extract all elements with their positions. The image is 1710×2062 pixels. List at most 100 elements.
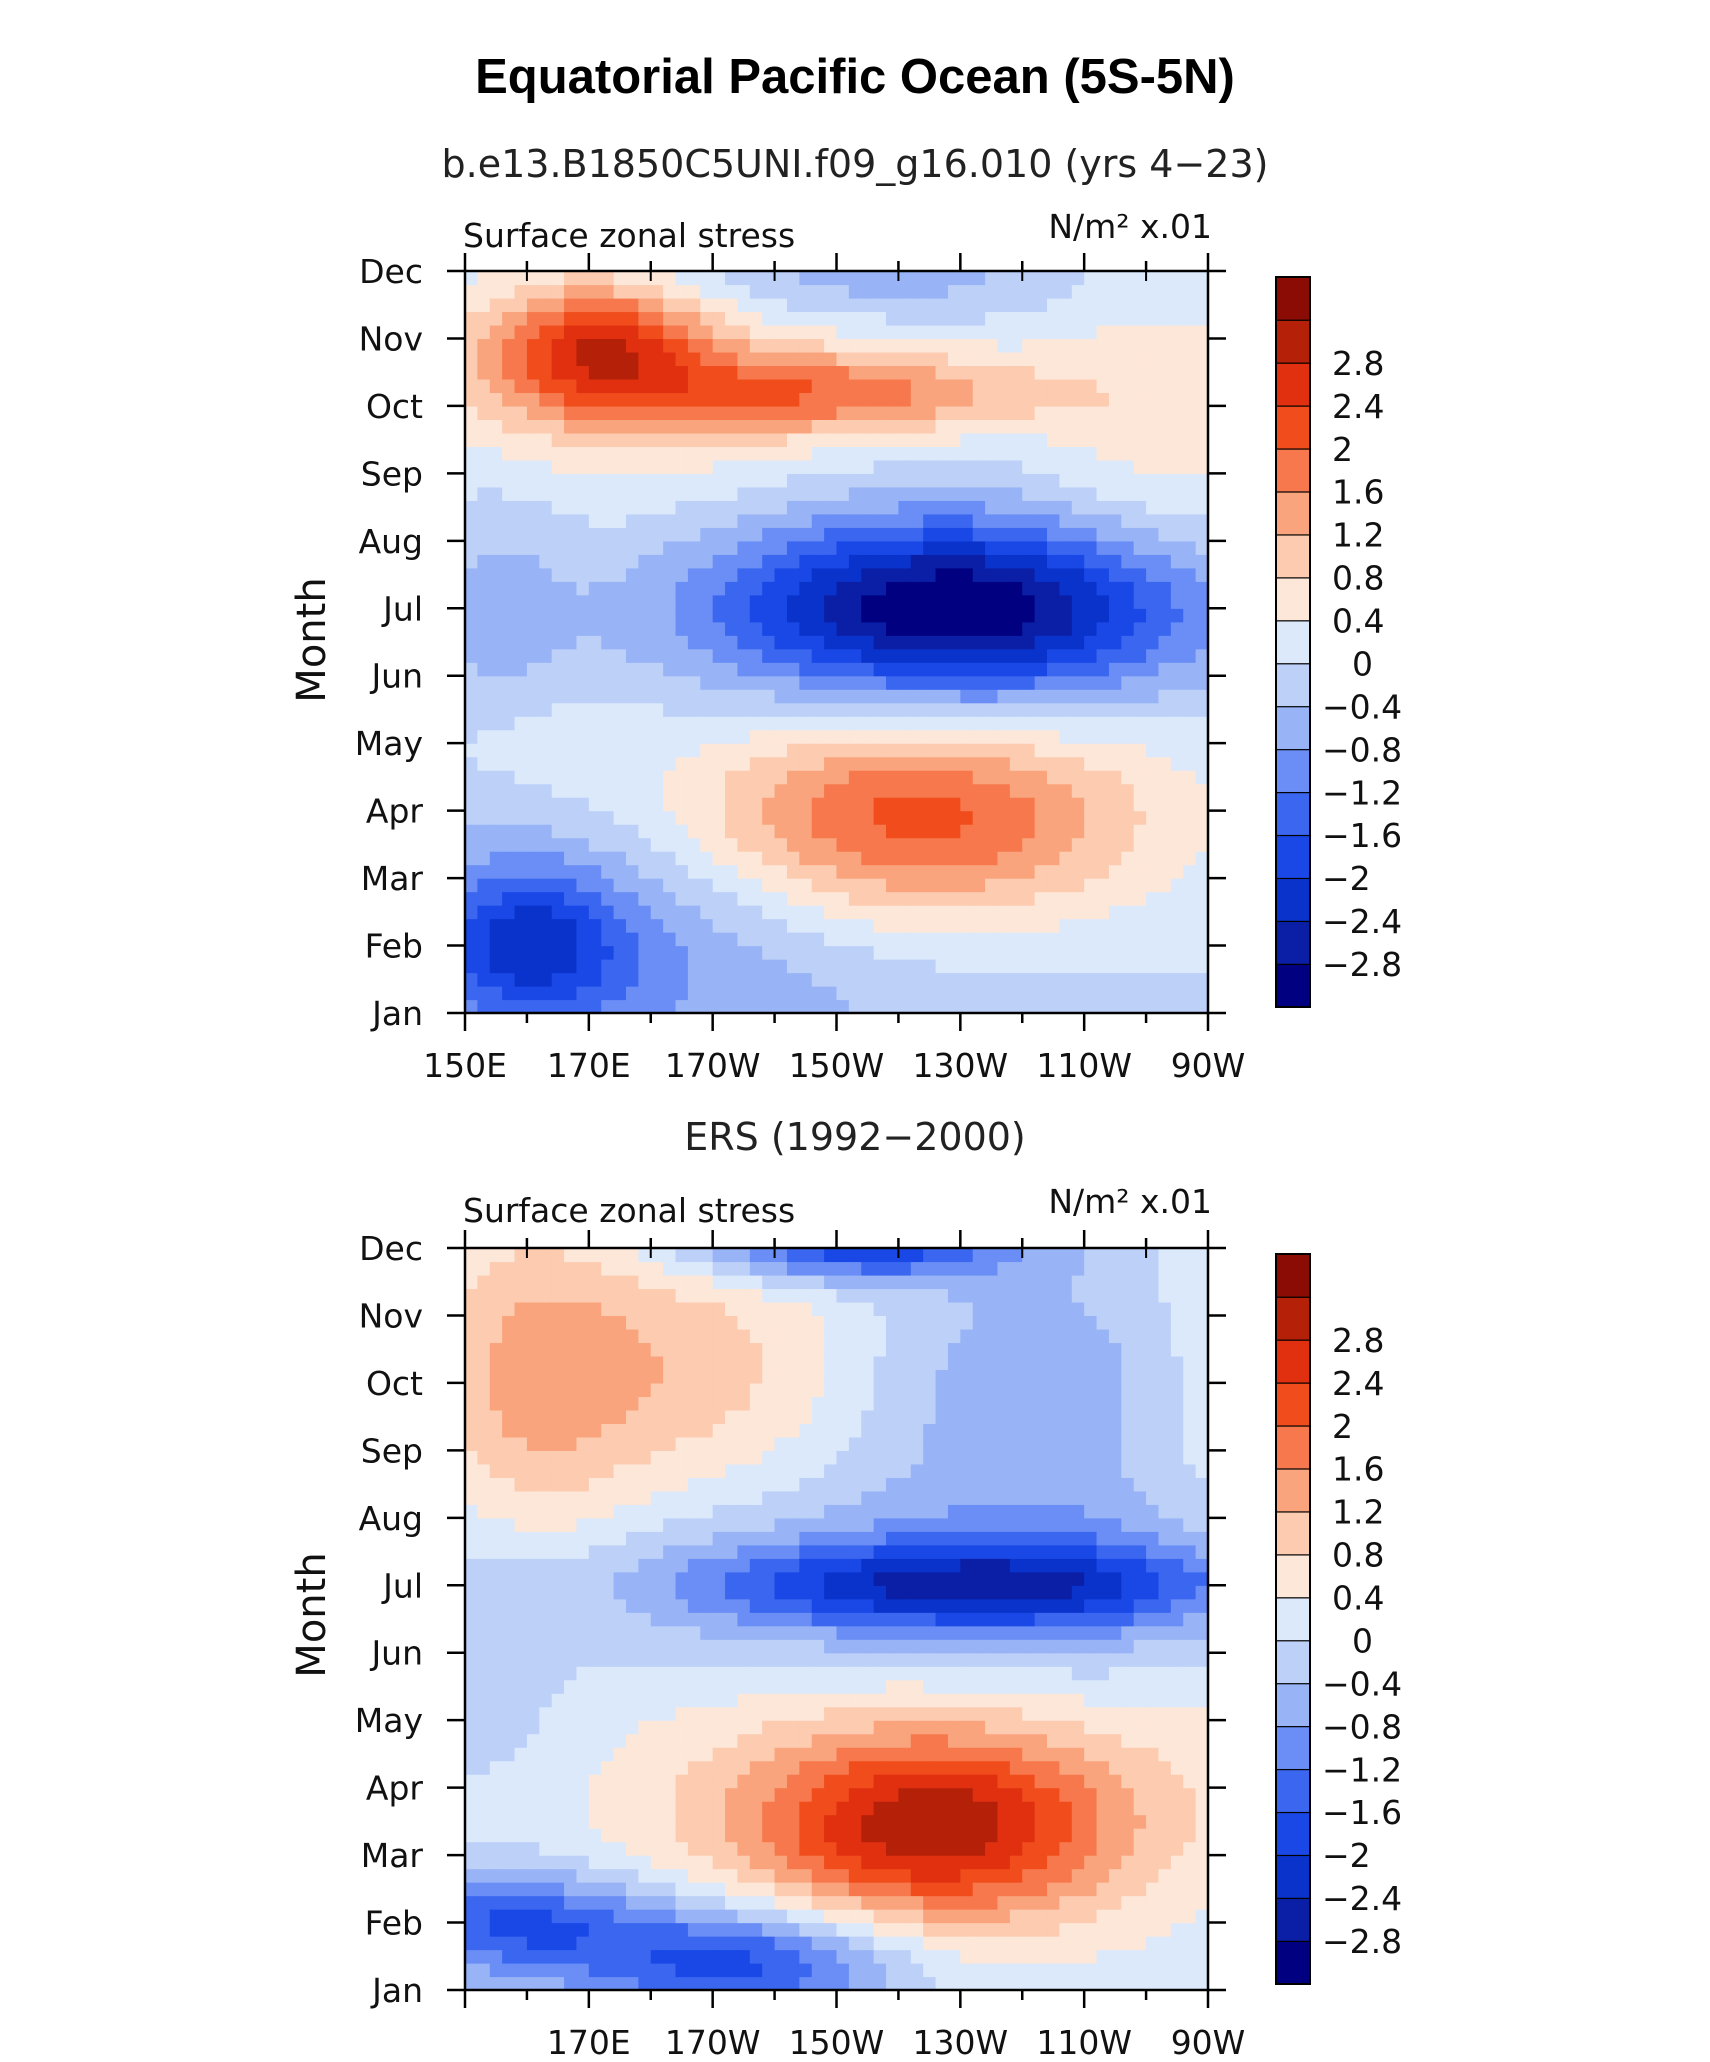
field-cell (687, 594, 701, 609)
field-cell (786, 999, 800, 1014)
field-cell (725, 284, 739, 299)
field-cell (1084, 824, 1098, 839)
field-cell (799, 918, 813, 933)
field-cell (1034, 743, 1048, 758)
field-cell (1146, 702, 1160, 717)
field-cell (799, 1841, 813, 1856)
field-cell (1121, 675, 1135, 690)
field-cell (836, 513, 850, 528)
field-cell (1108, 432, 1122, 447)
field-cell (588, 702, 602, 717)
field-cell (588, 365, 602, 380)
field-cell (1084, 905, 1098, 920)
field-cell (551, 1895, 565, 1910)
field-cell (539, 486, 553, 501)
field-cell (960, 581, 974, 596)
field-cell (477, 648, 491, 663)
field-cell (824, 392, 838, 407)
field-cell (687, 945, 701, 960)
field-cell (551, 446, 565, 461)
field-cell (836, 608, 850, 623)
field-cell (601, 1706, 615, 1721)
field-cell (576, 486, 590, 501)
field-cell (997, 581, 1011, 596)
field-cell (737, 770, 751, 785)
field-cell (1059, 702, 1073, 717)
field-cell (824, 567, 838, 582)
field-cell (1034, 702, 1048, 717)
field-cell (935, 878, 949, 893)
field-cell (762, 662, 776, 677)
field-cell (1084, 459, 1098, 474)
field-cell (514, 851, 528, 866)
field-cell (972, 783, 986, 798)
field-cell (848, 513, 862, 528)
field-cell (514, 567, 528, 582)
field-cell (601, 1652, 615, 1667)
field-cell (985, 459, 999, 474)
field-cell (625, 743, 639, 758)
field-cell (526, 662, 540, 677)
field-cell (1071, 716, 1085, 731)
field-cell (786, 1720, 800, 1735)
field-cell (465, 594, 478, 609)
field-cell (650, 1733, 664, 1748)
field-cell (774, 810, 788, 825)
field-cell (774, 459, 788, 474)
field-cell (588, 1976, 602, 1991)
field-cell (576, 797, 590, 812)
field-cell (997, 770, 1011, 785)
field-cell (675, 1747, 689, 1762)
field-cell (1183, 446, 1197, 461)
field-cell (725, 1760, 739, 1775)
field-cell (663, 473, 677, 488)
field-cell (786, 675, 800, 690)
field-cell (687, 932, 701, 947)
field-cell (1071, 365, 1085, 380)
field-cell (836, 837, 850, 852)
field-cell (762, 1517, 776, 1532)
field-cell (1059, 837, 1073, 852)
field-cell (898, 594, 912, 609)
field-cell (700, 1261, 714, 1276)
field-cell (601, 1909, 615, 1924)
field-cell (687, 1409, 701, 1424)
field-cell (650, 1490, 664, 1505)
field-cell (799, 405, 813, 420)
field-cell (625, 1855, 639, 1870)
field-cell (638, 1274, 652, 1290)
field-cell (1121, 581, 1135, 596)
field-cell (898, 918, 912, 933)
field-cell (1108, 324, 1122, 340)
field-cell (539, 1949, 553, 1964)
field-cell (886, 446, 900, 461)
field-cell (712, 419, 726, 434)
field-cell (675, 1463, 689, 1478)
field-cell (601, 405, 615, 420)
field-cell (712, 851, 726, 866)
field-cell (1071, 891, 1085, 906)
field-cell (700, 1517, 714, 1532)
field-cell (762, 702, 776, 717)
field-cell (1022, 594, 1036, 609)
field-cell (625, 324, 639, 340)
field-cell (799, 878, 813, 893)
field-cell (526, 1598, 540, 1613)
field-cell (910, 783, 924, 798)
field-cell (675, 432, 689, 447)
field-cell (638, 392, 652, 407)
field-cell (564, 891, 578, 906)
field-cell (799, 635, 813, 650)
field-cell (687, 1504, 701, 1519)
field-cell (564, 716, 578, 731)
field-cell (972, 743, 986, 758)
field-cell (824, 459, 838, 474)
field-cell (638, 1814, 652, 1829)
field-cell (489, 1868, 503, 1883)
field-cell (477, 743, 491, 758)
field-cell (514, 1652, 528, 1667)
field-cell (737, 540, 751, 555)
field-cell (502, 1558, 516, 1573)
field-cell (749, 324, 763, 340)
field-cell (762, 351, 776, 367)
